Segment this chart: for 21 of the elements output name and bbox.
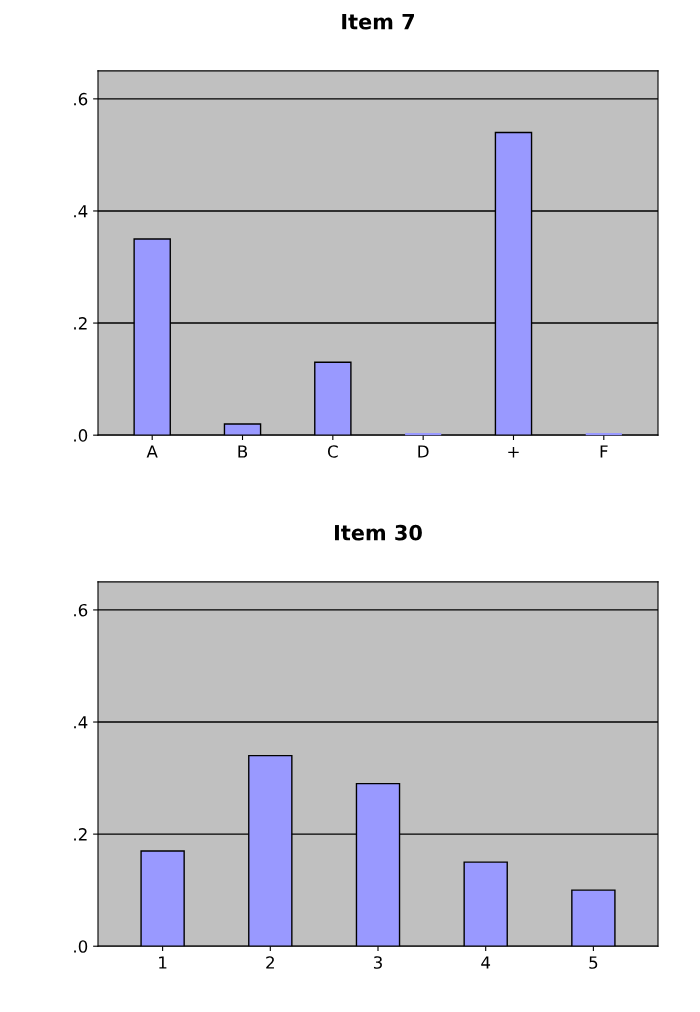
y-tick-label: .4 <box>74 205 88 218</box>
x-tick-label: F <box>600 445 608 458</box>
x-tick-label: + <box>508 447 519 458</box>
x-tick-label: 1 <box>159 956 167 969</box>
y-tick-label: .0 <box>74 940 88 953</box>
y-tick-label: .6 <box>74 603 88 617</box>
x-tick-label: 2 <box>266 956 274 969</box>
x-tick-label: C <box>327 445 338 458</box>
x-tick-label: A <box>146 445 158 458</box>
y-tick-label: .2 <box>74 317 87 330</box>
x-tick-label: 4 <box>481 956 491 969</box>
chart-title: Item 30 <box>335 524 422 541</box>
x-tick-label: 5 <box>589 956 598 969</box>
x-tick-label: D <box>418 445 429 458</box>
x-tick-label: B <box>238 445 248 458</box>
y-tick-label: .0 <box>74 429 88 442</box>
y-tick-label: .6 <box>74 92 88 106</box>
chart-title: Item 7 <box>342 13 414 30</box>
x-tick-label: 3 <box>373 956 382 969</box>
y-tick-label: .2 <box>74 828 87 841</box>
y-tick-label: .4 <box>74 716 88 729</box>
